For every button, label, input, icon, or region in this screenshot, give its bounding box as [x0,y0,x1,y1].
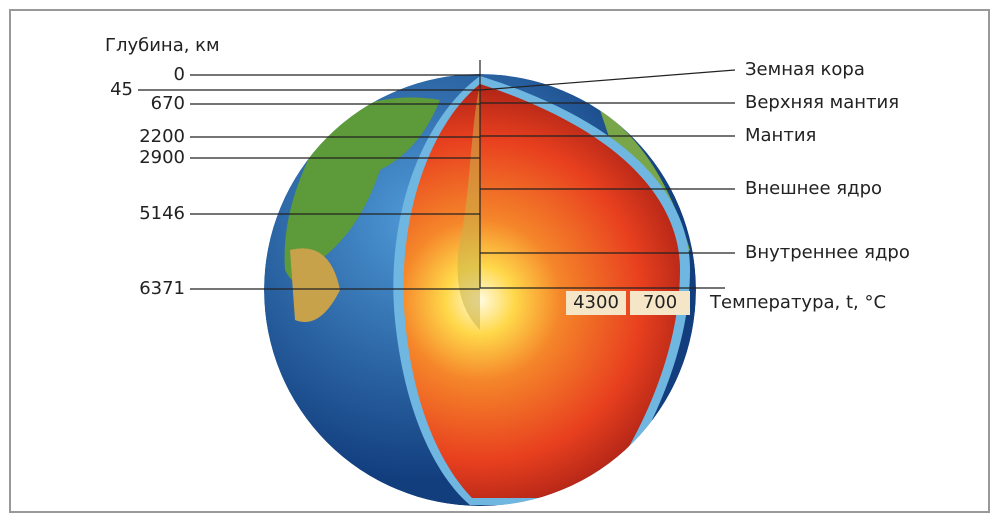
depth-label: 0 [174,64,185,85]
layer-label: Мантия [745,125,816,146]
temperature-label: 700 [643,292,677,313]
depth-label: 2900 [139,147,185,168]
depth-label: 2200 [139,126,185,147]
depth-label: 670 [151,93,185,114]
temperature-label: 4300 [573,292,619,313]
depth-label: 5146 [139,203,185,224]
depth-label: 6371 [139,278,185,299]
globe [264,74,696,506]
layer-label: Верхняя мантия [745,92,899,113]
frame [9,9,990,513]
temperature-title: Температура, t, °C [709,292,886,313]
depth-label: 45 [110,79,133,100]
label-box [630,291,690,315]
layer-label: Земная кора [745,59,865,80]
layer-label: Внешнее ядро [745,178,882,199]
depth-title: Глубина, км [105,35,220,56]
label-box [566,291,626,315]
layer-label: Внутреннее ядро [745,242,910,263]
layer-line [479,69,736,91]
